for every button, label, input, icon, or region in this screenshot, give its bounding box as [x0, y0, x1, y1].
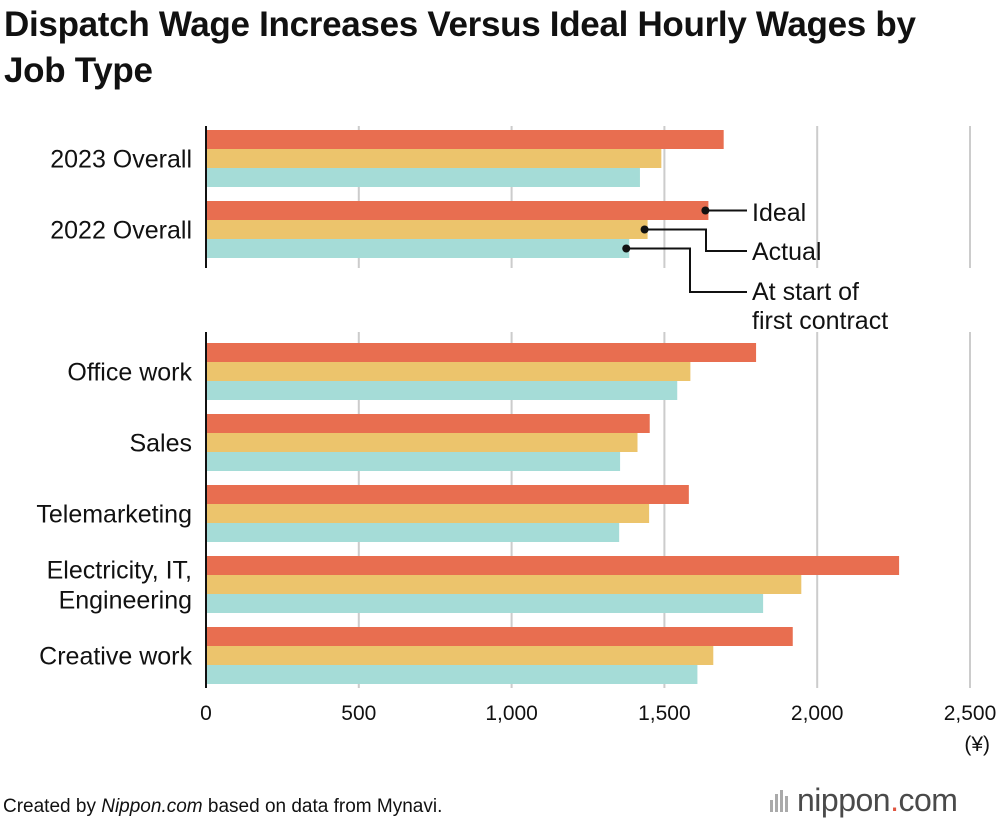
- bar-job-type-4-0: [206, 627, 793, 646]
- bar-job-type-1-0: [206, 414, 650, 433]
- chart-title: Dispatch Wage Increases Versus Ideal Hou…: [4, 5, 916, 90]
- logo-mark-icon: [770, 789, 790, 812]
- footer-prefix: Created by: [3, 796, 102, 817]
- bar-overall-1-2: [206, 239, 630, 258]
- category-label-overall-0-0: 2023 Overall: [50, 146, 192, 174]
- category-label-overall-1-0: 2022 Overall: [50, 217, 192, 245]
- legend-leader-2: [626, 247, 747, 293]
- bar-job-type-3-2: [206, 594, 764, 613]
- bar-job-type-3-1: [206, 575, 802, 594]
- bar-overall-1-1: [206, 220, 648, 239]
- bar-overall-0-2: [206, 168, 640, 187]
- bar-overall-0-0: [206, 130, 724, 149]
- legend-label-1: Actual: [752, 238, 821, 266]
- bar-overall-1-0: [206, 201, 709, 220]
- bar-job-type-4-1: [206, 646, 714, 665]
- bar-job-type-1-2: [206, 452, 621, 471]
- legend-label-3: first contract: [752, 307, 888, 335]
- label-layer: 2023 Overall 2022 Overall Office work Sales…: [36, 146, 192, 671]
- x-unit-label: (¥): [964, 733, 990, 756]
- bar-job-type-2-0: [206, 485, 689, 504]
- axis-layer: 0 500 1,000 1,500 2,000 2,500 (¥): [200, 126, 996, 756]
- x-tick-label-0: 0: [200, 702, 212, 725]
- footer-site-link[interactable]: Nippon.com: [101, 796, 203, 817]
- category-label-job-type-3-1: Engineering: [59, 587, 192, 615]
- x-tick-label-3: 1,500: [638, 702, 691, 725]
- bar-job-type-4-2: [206, 665, 698, 684]
- legend-leader-1: [644, 228, 747, 252]
- bar-job-type-0-2: [206, 381, 678, 400]
- category-label-job-type-0-0: Office work: [67, 359, 192, 387]
- legend-label-0: Ideal: [752, 199, 806, 227]
- brand-dot: .: [890, 782, 899, 818]
- chart-svg: 0 500 1,000 1,500 2,000 2,500 (¥) 2023 Overall…: [36, 126, 996, 756]
- category-label-job-type-3-0: Electricity, IT,: [47, 557, 192, 585]
- legend-label-2: At start of: [752, 278, 859, 306]
- category-label-job-type-4-0: Creative work: [39, 643, 192, 671]
- bar-job-type-2-1: [206, 504, 650, 523]
- x-tick-label-5: 2,500: [944, 702, 997, 725]
- bar-job-type-1-1: [206, 433, 638, 452]
- category-label-job-type-1-0: Sales: [129, 430, 192, 458]
- footer-credit: Created by Nippon.com based on data from…: [3, 795, 442, 819]
- brand-tld: com: [898, 782, 958, 818]
- x-tick-label-4: 2,000: [791, 702, 844, 725]
- x-tick-label-2: 1,000: [485, 702, 538, 725]
- bar-overall-0-1: [206, 149, 662, 168]
- bar-job-type-3-0: [206, 556, 900, 575]
- bar-job-type-2-2: [206, 523, 620, 542]
- bar-job-type-0-0: [206, 343, 757, 362]
- bars-layer: [206, 130, 900, 684]
- footer-suffix: based on data from Mynavi.: [202, 796, 443, 817]
- x-tick-label-1: 500: [341, 702, 376, 725]
- brand-name: nippon: [797, 782, 891, 818]
- bar-job-type-0-1: [206, 362, 691, 381]
- category-label-job-type-2-0: Telemarketing: [36, 501, 192, 529]
- brand-logo[interactable]: nippon. com: [770, 782, 958, 819]
